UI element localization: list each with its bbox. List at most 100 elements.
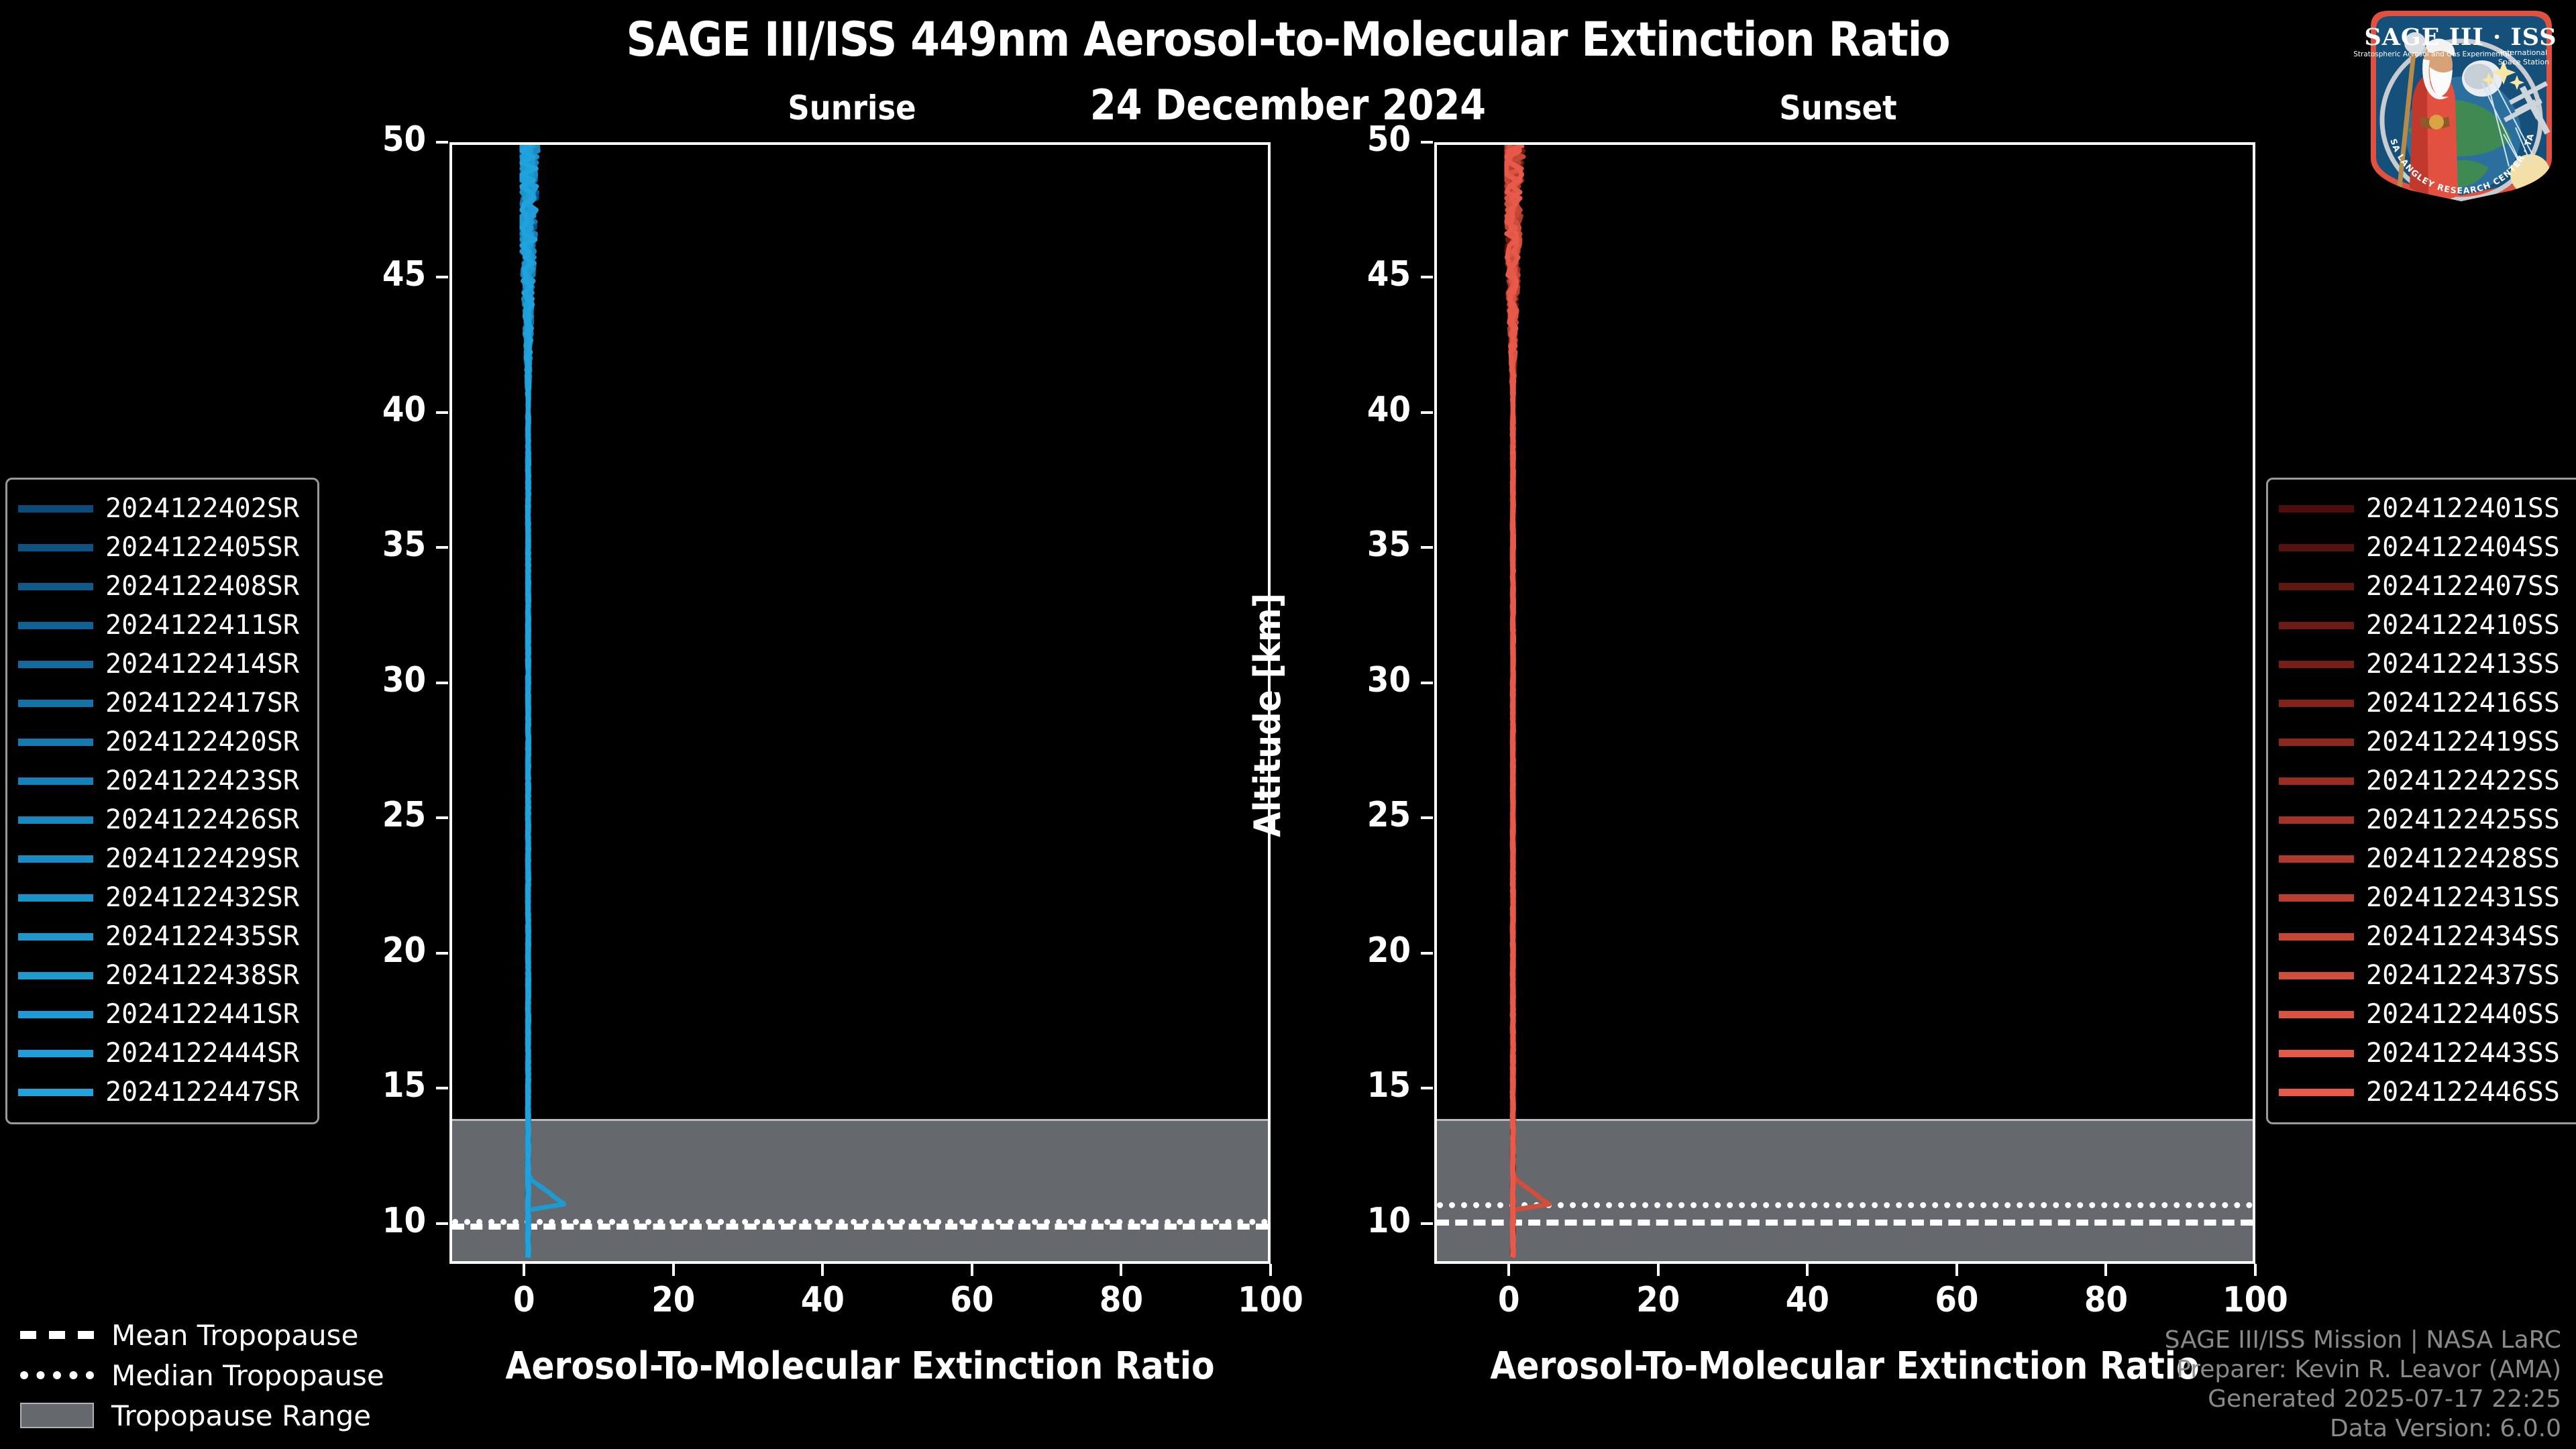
legend-item[interactable]: 2024122417SR	[18, 684, 307, 722]
xtick-label: 0	[1497, 1280, 1520, 1320]
legend-item[interactable]: 2024122443SS	[2279, 1034, 2576, 1073]
legend-label: 2024122425SS	[2366, 804, 2560, 835]
ytick-label: 20	[382, 930, 426, 971]
ytick-label: 50	[1366, 119, 1411, 160]
legend-label-tropopause-range: Tropopause Range	[111, 1399, 372, 1432]
legend-label: 2024122408SR	[105, 571, 299, 602]
ytick-mark	[436, 1087, 448, 1090]
legend-item[interactable]: 2024122410SS	[2279, 606, 2576, 645]
legend-item[interactable]: 2024122402SR	[18, 489, 307, 528]
legend-item[interactable]: 2024122411SR	[18, 606, 307, 645]
legend-label: 2024122410SS	[2366, 610, 2560, 641]
legend-item[interactable]: 2024122416SS	[2279, 684, 2576, 722]
legend-item[interactable]: 2024122404SS	[2279, 528, 2576, 567]
patch-subtitle-left: Stratospheric Aerosol and Gas Experiment…	[2353, 50, 2512, 58]
legend-item[interactable]: 2024122405SR	[18, 528, 307, 567]
credit-line-generated: Generated 2025-07-17 22:25	[2208, 1385, 2561, 1413]
legend-label: 2024122444SR	[105, 1038, 299, 1069]
dashed-line-icon	[20, 1327, 94, 1343]
legend-item[interactable]: 2024122435SR	[18, 917, 307, 956]
ytick-label: 40	[1366, 389, 1411, 430]
legend-label: 2024122417SR	[105, 688, 299, 718]
ytick-label: 20	[1366, 930, 1411, 971]
legend-color-swatch	[18, 971, 93, 979]
tropopause-range-band-sunset	[1437, 1119, 2253, 1261]
legend-color-swatch	[18, 738, 93, 746]
date-subtitle: 24 December 2024	[1089, 80, 1487, 129]
legend-color-swatch	[2279, 660, 2354, 668]
legend-color-swatch	[18, 621, 93, 629]
xtick-label: 40	[800, 1280, 845, 1320]
legend-label: 2024122428SS	[2366, 843, 2560, 874]
legend-item[interactable]: 2024122401SS	[2279, 489, 2576, 528]
credits-block: SAGE III/ISS Mission | NASA LaRC Prepare…	[2165, 1326, 2561, 1444]
xtick-label: 20	[1636, 1280, 1680, 1320]
legend-item[interactable]: 2024122432SR	[18, 878, 307, 917]
legend-item[interactable]: 2024122420SR	[18, 722, 307, 761]
xtick-mark	[1120, 1264, 1123, 1276]
legend-item[interactable]: 2024122425SS	[2279, 800, 2576, 839]
legend-item[interactable]: 2024122408SR	[18, 567, 307, 606]
sage-iii-iss-mission-patch: SAGE III · ISS Stratospheric Aerosol and…	[2351, 3, 2557, 201]
legend-item[interactable]: 2024122438SR	[18, 956, 307, 995]
legend-item[interactable]: 2024122444SR	[18, 1034, 307, 1073]
legend-item[interactable]: 2024122440SS	[2279, 995, 2576, 1034]
legend-item[interactable]: 2024122437SS	[2279, 956, 2576, 995]
page-title: SAGE III/ISS 449nm Aerosol-to-Molecular …	[626, 12, 1950, 67]
legend-color-swatch	[2279, 855, 2354, 863]
patch-subtitle-right-1: International	[2500, 48, 2547, 57]
ytick-label: 10	[1366, 1200, 1411, 1241]
xtick-mark	[1507, 1264, 1511, 1276]
legend-item[interactable]: 2024122428SS	[2279, 839, 2576, 878]
legend-item[interactable]: 2024122446SS	[2279, 1073, 2576, 1112]
legend-label: 2024122407SS	[2366, 571, 2560, 602]
legend-label: 2024122414SR	[105, 649, 299, 680]
legend-label: 2024122401SS	[2366, 493, 2560, 524]
ytick-mark	[436, 951, 448, 955]
ytick-label: 15	[1366, 1065, 1411, 1106]
legend-color-swatch	[18, 504, 93, 513]
xtick-label: 60	[1935, 1280, 1979, 1320]
legend-sunrise[interactable]: 2024122402SR 2024122405SR 2024122408SR 2024…	[5, 478, 319, 1124]
ytick-mark	[1421, 681, 1433, 684]
ytick-label: 30	[1366, 659, 1411, 700]
xtick-label: 80	[2084, 1280, 2128, 1320]
legend-item-tropopause-range: Tropopause Range	[20, 1395, 384, 1436]
legend-item[interactable]: 2024122419SS	[2279, 722, 2576, 761]
legend-item[interactable]: 2024122447SR	[18, 1073, 307, 1112]
legend-item[interactable]: 2024122441SR	[18, 995, 307, 1034]
legend-item[interactable]: 2024122431SS	[2279, 878, 2576, 917]
profile-line	[1504, 145, 1525, 1258]
plot-area-sunset	[1434, 142, 2255, 1264]
patch-main-title: SAGE III · ISS	[2364, 23, 2557, 51]
legend-color-swatch	[18, 777, 93, 785]
mean-tropopause-line-sunset	[1437, 1220, 2253, 1226]
legend-item[interactable]: 2024122434SS	[2279, 917, 2576, 956]
legend-item[interactable]: 2024122414SR	[18, 645, 307, 684]
legend-color-swatch	[2279, 816, 2354, 824]
legend-color-swatch	[2279, 699, 2354, 707]
legend-label: 2024122423SR	[105, 765, 299, 796]
legend-item[interactable]: 2024122422SS	[2279, 761, 2576, 800]
legend-label: 2024122447SR	[105, 1077, 299, 1108]
ytick-label: 45	[1366, 254, 1411, 295]
legend-sunset[interactable]: 2024122401SS 2024122404SS 2024122407SS 2024…	[2266, 478, 2576, 1124]
legend-label: 2024122402SR	[105, 493, 299, 524]
legend-color-swatch	[18, 543, 93, 551]
legend-item[interactable]: 2024122426SR	[18, 800, 307, 839]
legend-label: 2024122405SR	[105, 532, 299, 563]
legend-item[interactable]: 2024122407SS	[2279, 567, 2576, 606]
legend-label: 2024122419SS	[2366, 727, 2560, 757]
legend-item[interactable]: 2024122413SS	[2279, 645, 2576, 684]
legend-item[interactable]: 2024122423SR	[18, 761, 307, 800]
patch-subtitle-right-2: Space Station	[2498, 58, 2549, 66]
legend-color-swatch	[18, 932, 93, 941]
legend-label: 2024122416SS	[2366, 688, 2560, 718]
ytick-mark	[1421, 141, 1433, 144]
legend-label: 2024122438SR	[105, 960, 299, 991]
ytick-label: 30	[382, 659, 426, 700]
xtick-mark	[1955, 1264, 1958, 1276]
ytick-label: 25	[1366, 795, 1411, 836]
legend-color-swatch	[2279, 621, 2354, 629]
legend-item[interactable]: 2024122429SR	[18, 839, 307, 878]
